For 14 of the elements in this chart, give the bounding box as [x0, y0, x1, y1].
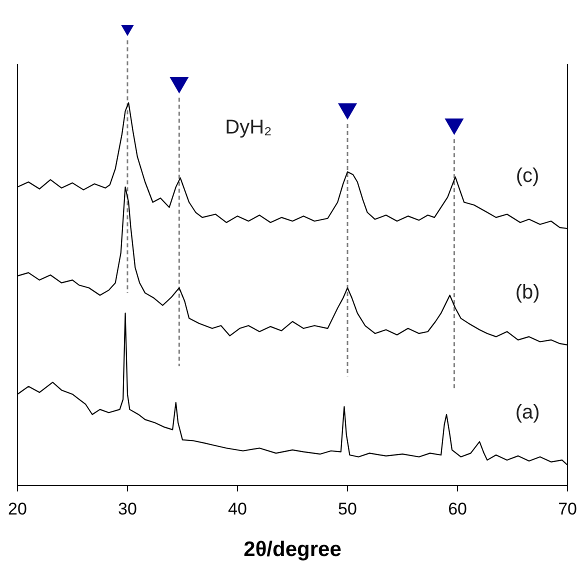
x-tick-label: 20: [8, 499, 27, 518]
x-tick-label: 70: [558, 499, 578, 518]
x-axis-title: 2θ/degree: [244, 538, 342, 562]
x-tick-label: 40: [228, 499, 247, 518]
point: [444, 118, 464, 135]
series-label: (a): [515, 402, 540, 424]
x-tick-label: 60: [448, 499, 467, 518]
series-label: (c): [516, 165, 540, 188]
x-tick-label: 50: [338, 499, 357, 518]
point: [170, 77, 189, 94]
x-tick-label: 30: [118, 499, 137, 518]
annotation: DyH₂: [225, 116, 272, 139]
point: [338, 103, 358, 120]
series-label: (b): [515, 281, 540, 304]
